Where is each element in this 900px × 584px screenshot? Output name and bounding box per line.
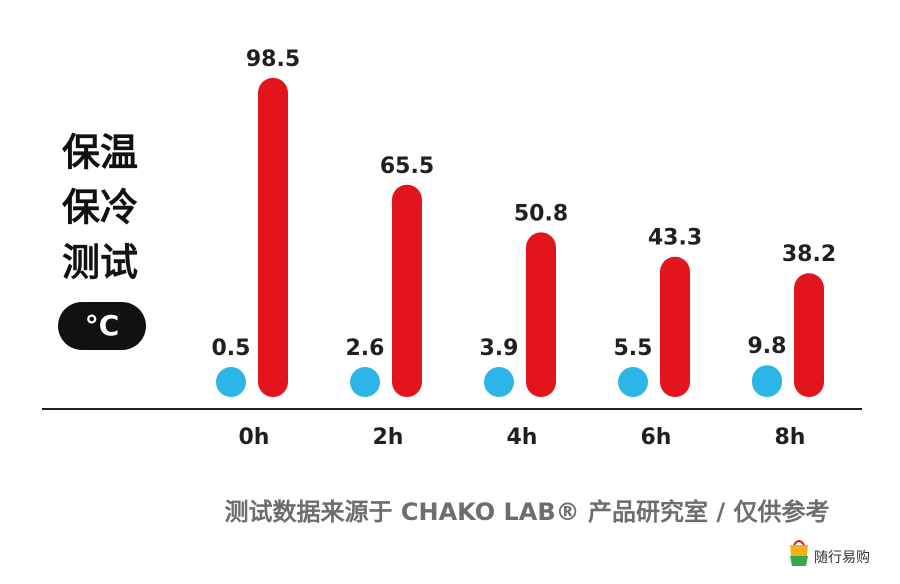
data-label: 0.5	[212, 336, 251, 361]
footer: 测试数据来源于 CHAKO LAB® 产品研究室 / 仅供参考	[225, 498, 830, 526]
x-tick-label: 6h	[641, 425, 672, 450]
x-tick-label: 4h	[507, 425, 538, 450]
data-label: 98.5	[246, 47, 300, 72]
x-tick-label: 8h	[775, 425, 806, 450]
data-label: 38.2	[782, 242, 836, 267]
bar	[794, 273, 824, 397]
bar	[350, 367, 380, 397]
bar	[526, 232, 556, 397]
watermark-icon	[790, 540, 808, 566]
chart-title: 保温	[62, 131, 138, 175]
watermark: 随行易购	[814, 550, 870, 566]
bar	[618, 367, 648, 397]
data-label: 9.8	[748, 334, 787, 359]
bar	[660, 256, 690, 397]
x-tick-label: 2h	[373, 425, 404, 450]
data-label: 50.8	[514, 201, 568, 226]
bar	[752, 365, 782, 397]
data-label: 65.5	[380, 154, 434, 179]
x-tick-label: 0h	[239, 425, 270, 450]
unit-label: °C	[85, 309, 120, 342]
data-label: 3.9	[480, 336, 519, 361]
chart-title: 测试	[62, 241, 138, 285]
unit-badge	[58, 302, 146, 350]
data-label: 2.6	[346, 336, 385, 361]
data-label: 5.5	[614, 336, 653, 361]
bar	[392, 184, 422, 397]
data-label: 43.3	[648, 226, 702, 251]
bar	[216, 367, 246, 397]
bar	[484, 367, 514, 397]
chart-title: 保冷	[62, 186, 138, 230]
bar	[258, 77, 288, 398]
